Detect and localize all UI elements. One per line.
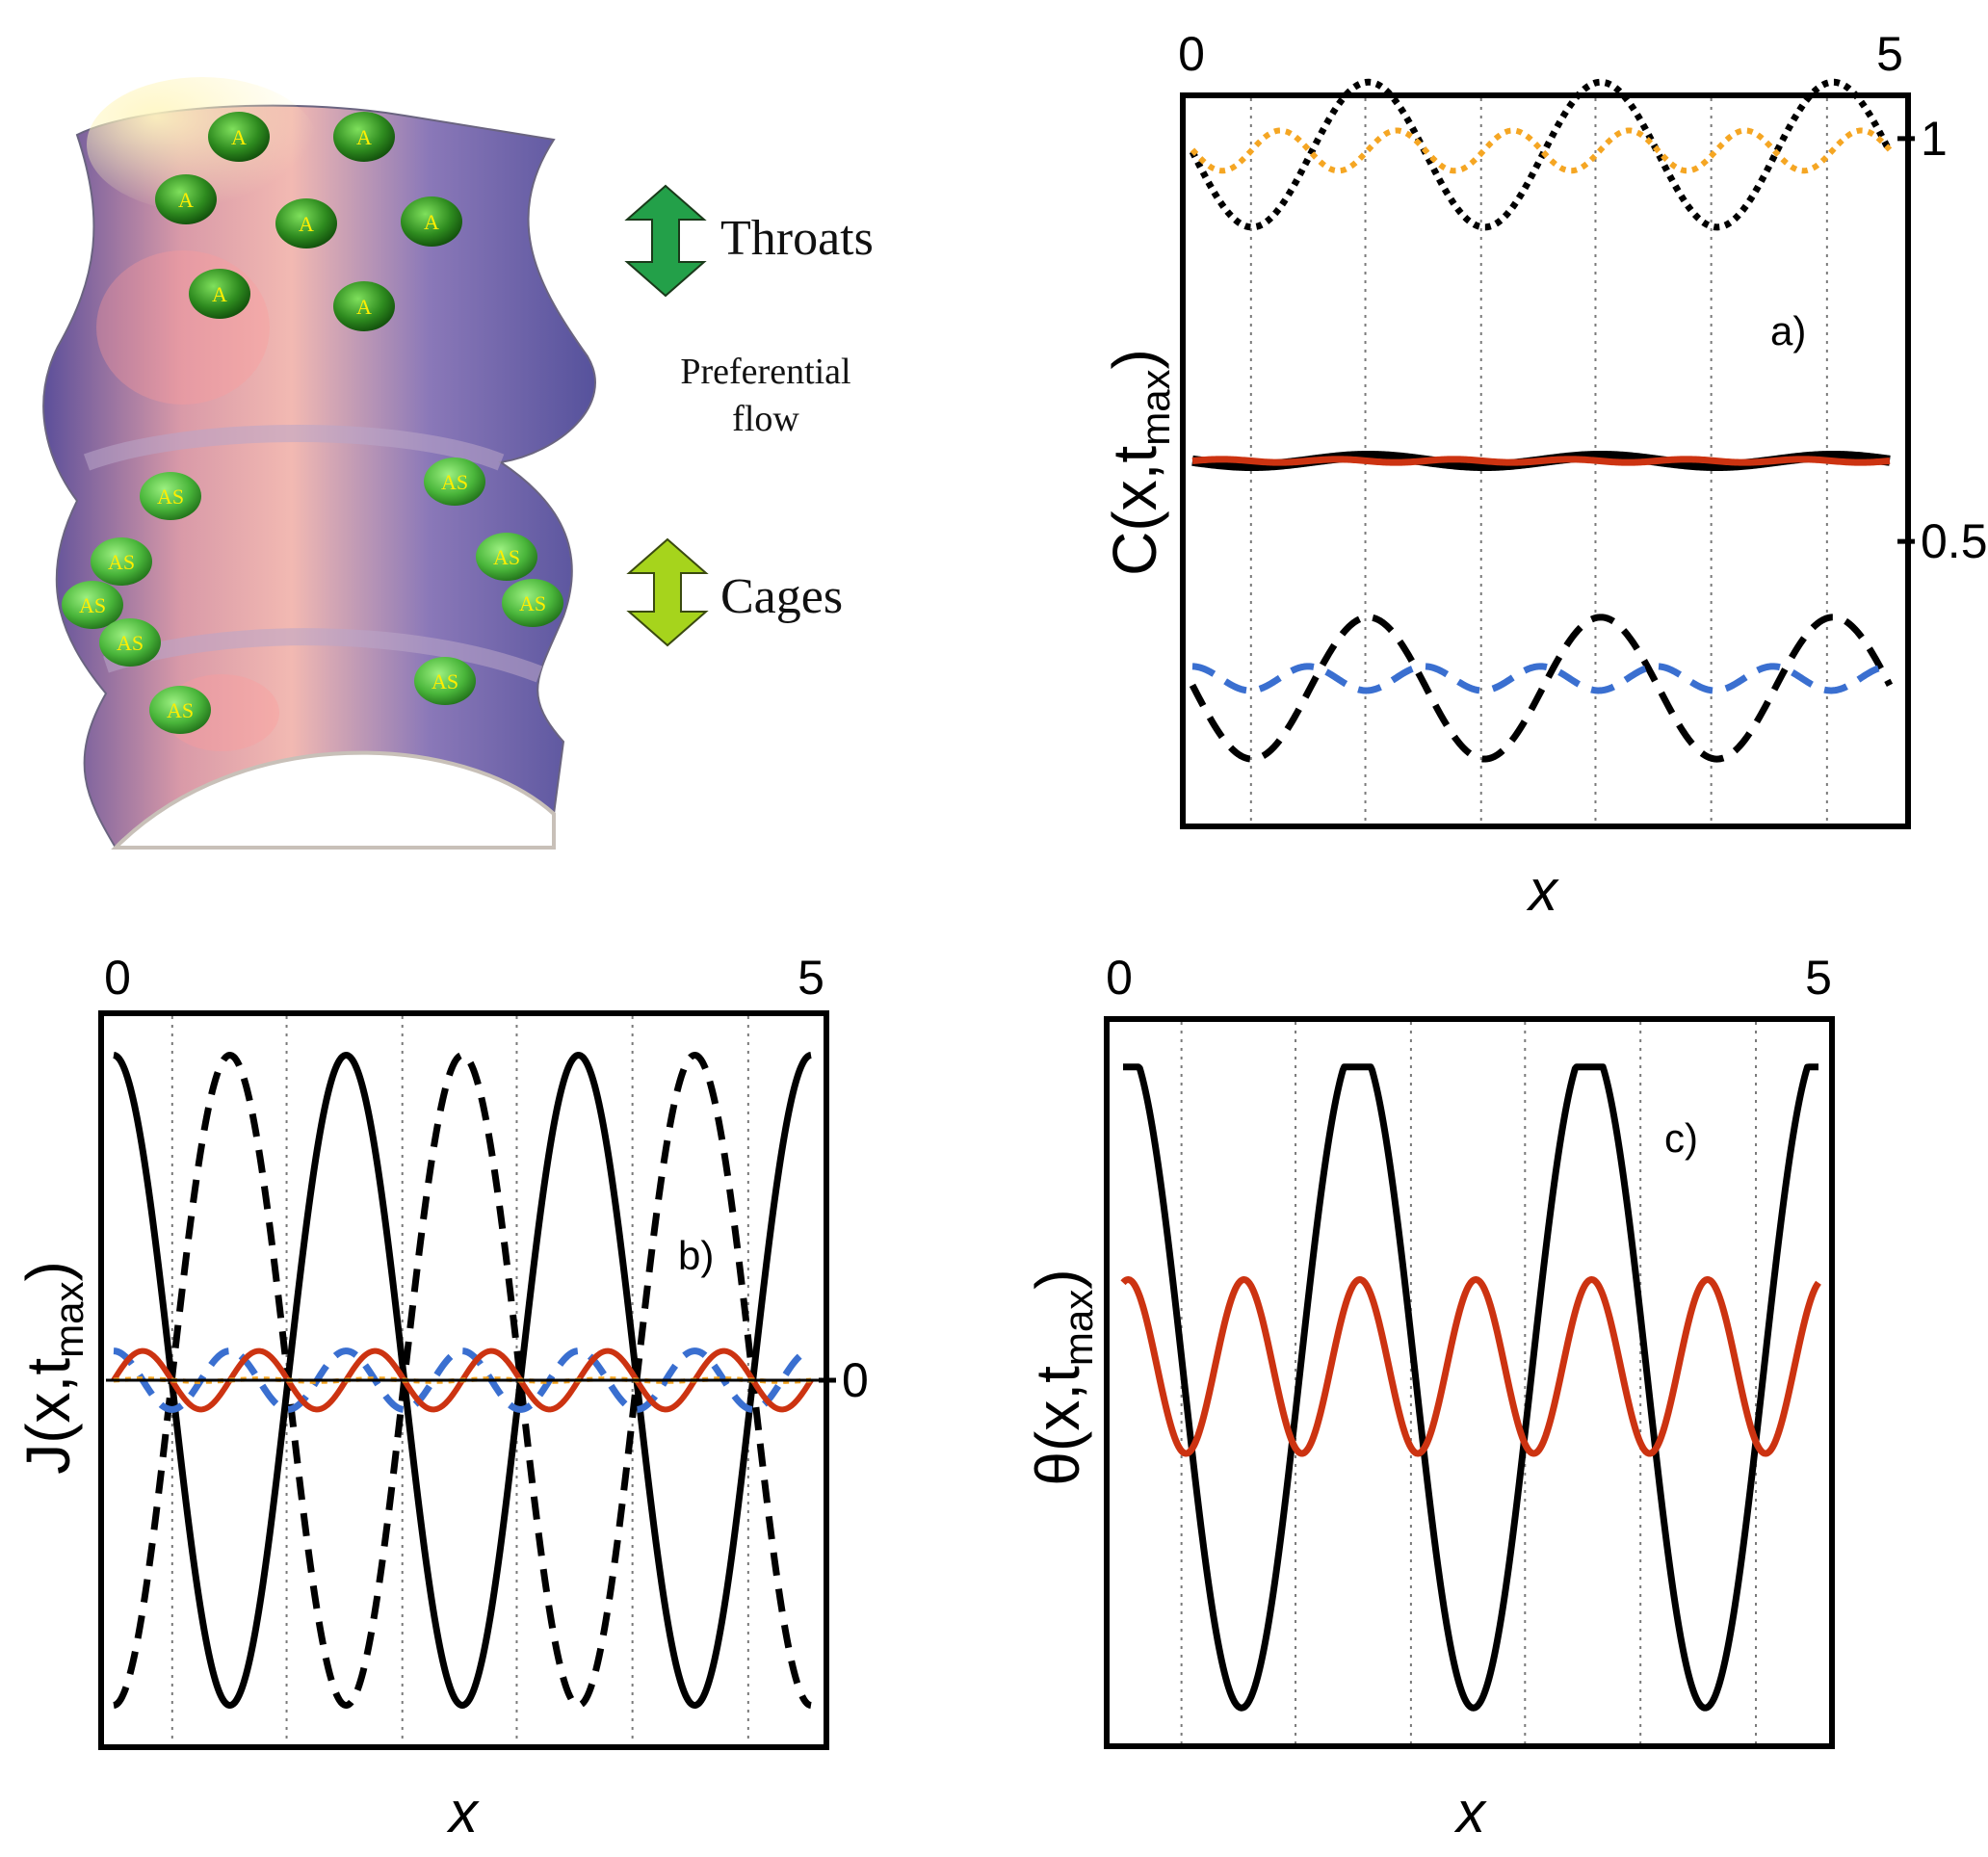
y-tick-label: 0.5	[1921, 514, 1988, 568]
series-line-red-solid	[1120, 1276, 1821, 1457]
sphere-label: AS	[79, 593, 106, 617]
adsorbed-sphere-as: AS	[140, 472, 201, 520]
x-axis-label: x	[1526, 858, 1559, 923]
sphere-label: A	[299, 212, 314, 236]
y-tick-label: 0	[842, 1353, 869, 1407]
adsorbed-sphere-as: AS	[502, 579, 563, 627]
highlight-glow	[96, 250, 270, 405]
sphere-label: A	[356, 295, 372, 319]
plot-frame	[1180, 92, 1911, 829]
adsorbed-sphere-a: A	[333, 112, 395, 162]
adsorbed-sphere-a: A	[155, 174, 217, 224]
y-tick-group: 0	[819, 1353, 869, 1407]
panel-label: a)	[1770, 308, 1806, 353]
y-axis-label-close: )	[1100, 349, 1169, 369]
series-line-black-dotted	[1189, 78, 1894, 231]
sphere-label: AS	[519, 591, 546, 615]
series-line-black-solid	[1120, 1063, 1821, 1712]
adsorbed-sphere-as: AS	[476, 533, 537, 581]
adsorbed-sphere-a: A	[208, 112, 270, 162]
sphere-label: A	[424, 210, 439, 234]
sphere-label: A	[212, 282, 227, 306]
x-tick-label-end: 5	[798, 951, 824, 1005]
x-tick-label-start: 0	[104, 951, 131, 1005]
pore-tube-inner-rim	[111, 750, 556, 850]
sphere-label: AS	[432, 669, 458, 693]
y-axis-label-main: θ(x,t	[1023, 1366, 1092, 1486]
series-line-blue-dashed	[1190, 663, 1893, 694]
panel-label: c)	[1664, 1115, 1698, 1161]
sphere-label: AS	[117, 631, 144, 655]
x-tick-label-start: 0	[1106, 951, 1133, 1005]
adsorbed-sphere-as: AS	[149, 686, 211, 734]
sphere-label: AS	[493, 545, 520, 569]
adsorbed-sphere-as: AS	[91, 537, 152, 586]
adsorbed-sphere-a: A	[275, 198, 337, 248]
y-axis-label-subscript: max	[46, 1282, 92, 1358]
adsorbed-sphere-as: AS	[99, 618, 161, 667]
panel-label: b)	[678, 1233, 714, 1278]
y-axis-label-main: C(x,t	[1100, 446, 1169, 576]
adsorbed-sphere-a: A	[189, 269, 250, 319]
adsorbed-sphere-a: A	[333, 281, 395, 331]
pore-throat-band-upper	[83, 425, 505, 471]
preferential-flow-label: flow	[732, 399, 799, 439]
sphere-label: AS	[441, 470, 468, 494]
series-line-red-solid	[1190, 456, 1893, 466]
y-axis-label: C(x,tmax)	[1100, 349, 1178, 576]
y-axis-label: J(x,tmax)	[13, 1261, 92, 1475]
panel-b-chart: 0 5 0 b) x J(x,tmax)	[13, 951, 869, 1844]
series-line-black-dashed	[1189, 614, 1894, 763]
x-axis-label: x	[446, 1780, 480, 1844]
y-axis-label-subscript: max	[1056, 1290, 1101, 1366]
adsorbed-sphere-a: A	[401, 196, 462, 247]
y-axis-label-main: J(x,t	[13, 1358, 83, 1475]
y-axis-label: θ(x,tmax)	[1023, 1269, 1101, 1485]
cages-double-arrow-icon	[626, 537, 709, 647]
y-axis-label-close: )	[1023, 1269, 1092, 1289]
x-tick-label-start: 0	[1178, 27, 1205, 81]
throats-double-arrow-icon	[624, 184, 707, 298]
sphere-label: AS	[108, 550, 135, 574]
series-group	[1120, 1063, 1821, 1712]
series-group	[1188, 78, 1895, 763]
sphere-label: A	[231, 125, 247, 149]
y-tick-label: 1	[1921, 112, 1948, 166]
panel-a-chart: 0 5 10.5 a) x C(x,tmax)	[1100, 27, 1988, 923]
cages-label: Cages	[720, 569, 843, 624]
sphere-label: AS	[157, 484, 184, 509]
sphere-label: AS	[167, 698, 194, 722]
x-tick-label-end: 5	[1805, 951, 1832, 1005]
y-tick-group: 10.5	[1897, 112, 1988, 568]
plot-frame	[1104, 1016, 1835, 1749]
series-line-black-solid	[111, 1052, 814, 1709]
adsorbed-sphere-as: AS	[414, 657, 476, 705]
adsorbed-sphere-as: AS	[62, 581, 123, 629]
x-axis-label: x	[1453, 1780, 1487, 1844]
x-tick-label-end: 5	[1876, 27, 1903, 81]
pore-schematic: A A A A A A A AS AS AS AS AS AS AS AS AS…	[42, 77, 874, 850]
series-line-black-dashed	[111, 1052, 814, 1709]
series-group	[106, 1052, 819, 1709]
y-axis-label-close: )	[13, 1261, 83, 1281]
panel-c-chart: 0 5 c) x θ(x,tmax)	[1023, 951, 1835, 1844]
sphere-label: A	[356, 125, 372, 149]
series-line-blue-dashed	[111, 1347, 814, 1413]
throats-label: Throats	[720, 211, 874, 266]
adsorbed-sphere-as: AS	[424, 458, 485, 506]
y-axis-label-subscript: max	[1133, 369, 1178, 445]
preferential-flow-label: Preferential	[680, 352, 850, 392]
sphere-label: A	[178, 188, 194, 212]
highlight-glow	[87, 77, 318, 212]
